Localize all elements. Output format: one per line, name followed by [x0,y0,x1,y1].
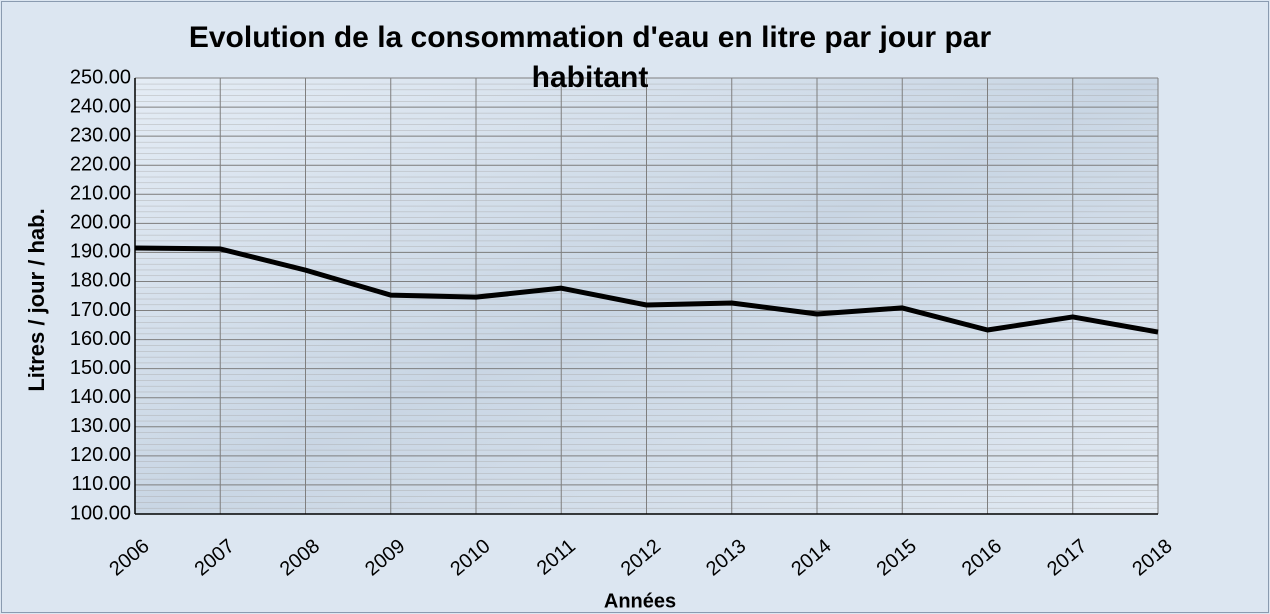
line-series [134,245,1159,335]
x-tick-label: 2010 [446,535,494,580]
y-tick-label: 180.00 [70,270,131,292]
y-tick-label: 210.00 [70,183,131,205]
x-tick-label: 2007 [191,535,239,580]
chart-title: Evolution de la consommation d'eau en li… [188,21,992,94]
y-tick-label: 230.00 [70,124,131,146]
x-tick-label: 2013 [702,535,750,580]
x-tick-label: 2006 [105,535,153,580]
y-tick-label: 220.00 [70,153,131,175]
y-axis-label: Litres / jour / hab. [24,208,49,391]
y-tick-label: 130.00 [70,415,131,437]
y-tick-label: 240.00 [70,95,131,117]
x-tick-label: 2014 [787,535,835,580]
y-tick-label: 150.00 [70,357,131,379]
x-tick-label: 2018 [1128,535,1176,580]
x-tick-label: 2012 [617,535,665,580]
y-tick-label: 250.00 [70,66,131,88]
y-tick-label: 170.00 [70,299,131,321]
x-axis-label: Années [604,590,676,612]
y-tick-label: 160.00 [70,328,131,350]
y-tick-label: 100.00 [70,502,131,524]
x-tick-label: 2016 [958,535,1006,580]
x-tick-label: 2011 [533,535,580,580]
x-tick-label: 2015 [873,535,921,580]
y-tick-label: 110.00 [71,473,131,495]
y-tick-label: 200.00 [70,212,131,234]
x-tick-label: 2008 [276,535,324,580]
y-tick-label: 140.00 [70,386,131,408]
x-tick-label: 2009 [361,535,409,580]
x-tick-label: 2017 [1043,535,1091,580]
y-tick-label: 120.00 [70,444,131,466]
y-tick-label: 190.00 [70,241,131,263]
